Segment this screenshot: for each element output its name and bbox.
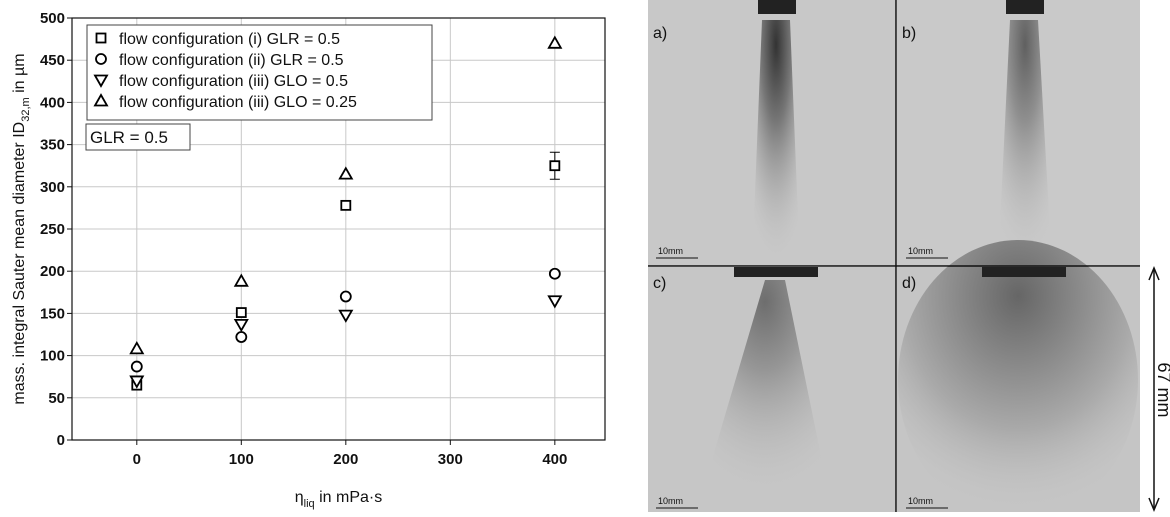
y-tick-label: 350 [40,137,65,154]
nozzle [758,0,796,14]
marker-circle [95,53,107,65]
marker-triangle-down [233,318,249,333]
y-tick-label: 0 [57,432,65,449]
y-tick-label: 100 [40,348,65,365]
panel-label: b) [902,25,916,42]
marker-square [549,160,561,172]
marker-triangle-down [93,74,109,88]
x-tick-label: 300 [438,451,463,468]
plot: 0 50 100 150 200 250 300 350 400 450 500 0 100 200 300… [11,10,606,510]
scale-bar: 10mm [908,246,933,256]
marker-circle [339,290,352,303]
y-axis-label-unit: in µm [11,53,28,97]
x-axis-label-text: η [295,489,304,506]
spray [898,240,1138,517]
y-tick-label: 250 [40,221,65,238]
scale-bar: 10mm [908,496,933,506]
legend-label: flow configuration (iii) GLO = 0.25 [119,94,357,111]
x-tick-label: 400 [542,451,567,468]
scale-bar: 10mm [658,246,683,256]
x-axis-label: ηliq in mPa·s [295,489,383,510]
legend-box [86,24,433,121]
marker-triangle-up [338,166,354,180]
arrow-head [1148,266,1160,512]
legend-label: flow configuration (ii) GLR = 0.5 [119,52,344,69]
panel-label: a) [653,25,667,42]
marker-circle [130,360,143,373]
x-tick-label: 100 [229,451,254,468]
y-tick-label: 450 [40,52,65,69]
marker-square [340,199,352,211]
marker-square [95,32,107,44]
marker-triangle-down [129,375,145,389]
y-axis-label-text: mass. integral Sauter mean diameter ID [11,122,28,405]
marker-circle [235,331,248,343]
dimension-label: 67 mm [1154,362,1170,417]
marker-triangle-up [233,273,249,287]
y-tick-label: 300 [40,179,65,196]
marker-triangle-down [338,309,354,323]
scale-bar: 10mm [658,496,683,506]
nozzle [734,267,818,277]
plot-frame [71,17,606,441]
spray [998,20,1052,266]
spray [700,280,830,500]
annotation-box [85,123,191,151]
marker-triangle-up [547,35,563,49]
y-axis-label: mass. integral Sauter mean diameter ID32… [11,53,32,404]
marker-circle [548,267,561,280]
spray [752,20,800,266]
photo-grid: a) b) c) d) 10mm 10mm 10mm 10mm 67 mm [648,0,1170,517]
panel-label: c) [653,275,666,292]
y-tick-label: 50 [48,390,65,407]
y-tick-label: 150 [40,305,65,322]
panel-label: d) [902,275,916,292]
x-axis-label-sub: liq [304,498,315,510]
nozzle [982,267,1066,277]
annotation: GLR = 0.5 [90,128,168,147]
marker-square [235,307,247,318]
marker-triangle-up [93,93,109,107]
legend-label: flow configuration (iii) GLO = 0.5 [119,73,348,90]
x-tick-label: 0 [133,451,141,468]
marker-triangle-up [129,341,145,355]
y-axis-label-sub: 32,m [20,97,32,121]
y-tick-label: 500 [40,10,65,27]
y-tick-label: 200 [40,263,65,280]
x-tick-label: 200 [333,451,358,468]
y-tick-label: 400 [40,94,65,111]
x-axis-label-unit: in mPa·s [315,489,383,506]
nozzle [1006,0,1044,14]
legend-label: flow configuration (i) GLR = 0.5 [119,31,340,48]
marker-triangle-down [547,295,563,309]
